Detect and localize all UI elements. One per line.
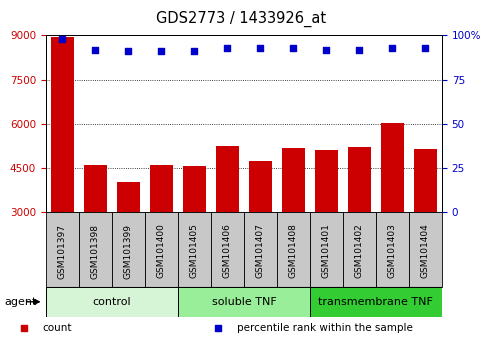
Text: control: control xyxy=(93,297,131,307)
Bar xyxy=(249,161,272,301)
Text: GSM101408: GSM101408 xyxy=(289,224,298,279)
Text: GSM101400: GSM101400 xyxy=(157,224,166,279)
Point xyxy=(91,47,99,52)
Point xyxy=(125,48,132,54)
Point xyxy=(190,48,198,54)
Bar xyxy=(51,37,74,301)
Point xyxy=(224,45,231,51)
Text: percentile rank within the sample: percentile rank within the sample xyxy=(237,323,413,333)
Bar xyxy=(277,212,310,287)
Bar xyxy=(84,165,107,301)
Text: transmembrane TNF: transmembrane TNF xyxy=(318,297,433,307)
Text: agent: agent xyxy=(5,297,37,307)
Bar xyxy=(117,182,140,301)
Bar xyxy=(145,212,178,287)
Point xyxy=(214,326,222,331)
Bar xyxy=(183,166,206,301)
Bar xyxy=(244,212,277,287)
Text: GSM101404: GSM101404 xyxy=(421,224,430,278)
Bar xyxy=(315,150,338,301)
Text: GSM101401: GSM101401 xyxy=(322,224,331,279)
Bar xyxy=(46,287,178,317)
Bar xyxy=(79,212,112,287)
Text: GSM101397: GSM101397 xyxy=(58,224,67,279)
Bar xyxy=(150,165,173,301)
Point xyxy=(355,47,363,52)
Point xyxy=(256,45,264,51)
Text: GSM101399: GSM101399 xyxy=(124,224,133,279)
Point xyxy=(58,36,66,42)
Text: soluble TNF: soluble TNF xyxy=(212,297,276,307)
Point xyxy=(388,45,396,51)
Bar xyxy=(112,212,145,287)
Bar xyxy=(376,212,409,287)
Bar xyxy=(211,212,244,287)
Bar xyxy=(178,212,211,287)
Bar xyxy=(282,148,305,301)
Point xyxy=(289,45,297,51)
Text: GSM101403: GSM101403 xyxy=(388,224,397,279)
Bar xyxy=(46,212,79,287)
Bar xyxy=(310,287,442,317)
Point xyxy=(157,48,165,54)
Bar xyxy=(381,123,404,301)
Point xyxy=(20,326,28,331)
Text: GDS2773 / 1433926_at: GDS2773 / 1433926_at xyxy=(156,11,327,27)
Text: GSM101402: GSM101402 xyxy=(355,224,364,278)
Text: GSM101406: GSM101406 xyxy=(223,224,232,279)
Text: GSM101405: GSM101405 xyxy=(190,224,199,279)
Bar xyxy=(343,212,376,287)
Bar xyxy=(414,149,437,301)
Point xyxy=(422,45,429,51)
Bar xyxy=(348,147,371,301)
Bar xyxy=(409,212,442,287)
Bar xyxy=(216,146,239,301)
Text: GSM101407: GSM101407 xyxy=(256,224,265,279)
Text: GSM101398: GSM101398 xyxy=(91,224,100,279)
Text: count: count xyxy=(42,323,71,333)
Bar xyxy=(178,287,310,317)
Bar xyxy=(310,212,343,287)
Point xyxy=(323,47,330,52)
